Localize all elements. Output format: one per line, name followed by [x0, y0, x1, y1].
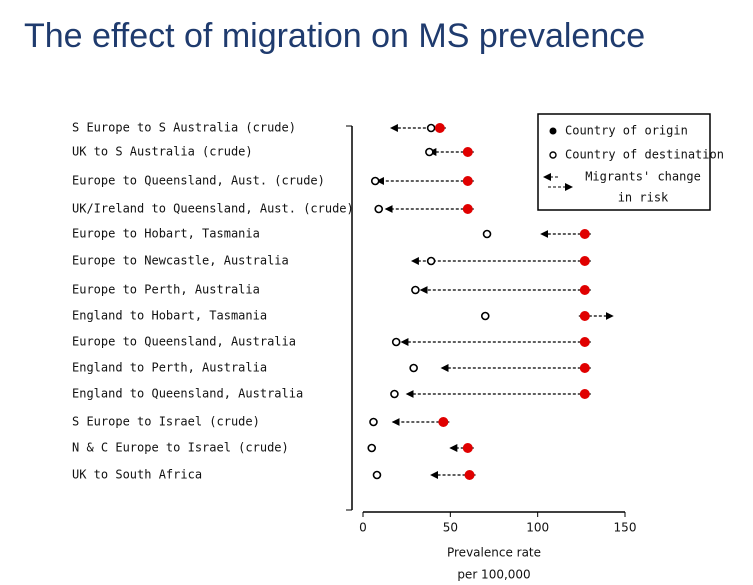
legend-label: Migrants' change: [585, 170, 701, 184]
category-label: UK to S Australia (crude): [72, 145, 253, 159]
category-label: Europe to Queensland, Aust. (crude): [72, 174, 325, 188]
origin-point: [462, 176, 473, 186]
category-label: Europe to Newcastle, Australia: [72, 254, 289, 268]
destination-point: [367, 443, 377, 453]
origin-point: [434, 123, 445, 133]
category-label: UK to South Africa: [72, 468, 202, 482]
origin-point: [462, 147, 473, 157]
legend-label: Country of origin: [565, 124, 688, 138]
destination-point: [370, 176, 380, 186]
x-tick-label: 100: [526, 521, 549, 535]
category-label: S Europe to Israel (crude): [72, 415, 260, 429]
origin-point: [464, 470, 475, 480]
x-axis-label: Prevalence rate: [447, 546, 541, 560]
category-label: England to Hobart, Tasmania: [72, 309, 267, 323]
legend-destination-marker: [549, 151, 557, 159]
destination-point: [369, 417, 378, 427]
category-label: N & C Europe to Israel (crude): [72, 441, 289, 455]
destination-point: [372, 470, 382, 480]
destination-point: [390, 389, 399, 399]
x-tick-label: 50: [443, 521, 458, 535]
origin-point: [438, 417, 449, 427]
origin-point: [579, 311, 590, 321]
legend-label: in risk: [618, 191, 669, 205]
category-label: Europe to Queensland, Australia: [72, 335, 296, 349]
destination-point: [426, 256, 436, 266]
origin-point: [462, 204, 473, 214]
category-label: England to Queensland, Australia: [72, 387, 303, 401]
destination-point: [411, 285, 420, 295]
category-label: England to Perth, Australia: [72, 361, 267, 375]
destination-point: [425, 147, 434, 157]
destination-point: [480, 311, 490, 321]
origin-point: [579, 256, 590, 266]
destination-point: [409, 363, 418, 373]
destination-point: [482, 229, 492, 239]
destination-point: [391, 337, 401, 347]
x-tick-label: 0: [359, 521, 367, 535]
category-label: Europe to Perth, Australia: [72, 283, 260, 297]
legend-box: [537, 113, 711, 211]
x-axis-label: per 100,000: [457, 568, 530, 582]
origin-point: [462, 443, 473, 453]
x-tick-label: 150: [614, 521, 637, 535]
origin-point: [579, 285, 590, 295]
destination-point: [426, 123, 436, 133]
origin-point: [579, 389, 590, 399]
destination-point: [374, 204, 384, 214]
origin-point: [579, 229, 590, 239]
category-label: UK/Ireland to Queensland, Aust. (crude): [72, 202, 354, 216]
legend-label: Country of destination: [565, 148, 724, 162]
category-label: S Europe to S Australia (crude): [72, 121, 296, 135]
legend-origin-marker: [549, 127, 557, 135]
slide-title: The effect of migration on MS prevalence: [24, 17, 645, 55]
origin-point: [579, 363, 590, 373]
category-label: Europe to Hobart, Tasmania: [72, 227, 260, 241]
origin-point: [579, 337, 590, 347]
